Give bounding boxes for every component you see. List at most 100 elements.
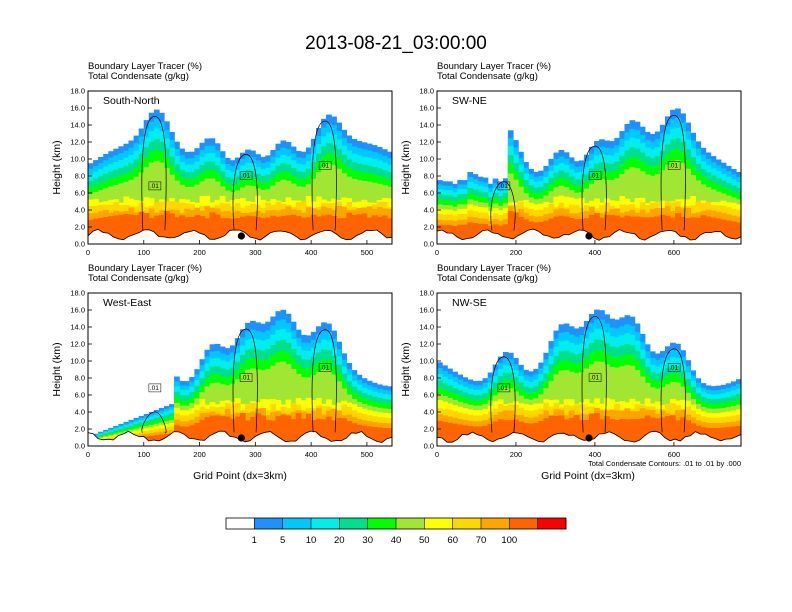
y-tick-label: 16.0 (419, 104, 434, 113)
field-cell (589, 214, 595, 244)
field-cell (224, 416, 231, 446)
location-marker (585, 232, 593, 240)
y-tick-label: 8.0 (424, 172, 434, 181)
colorbar-swatch (282, 518, 312, 529)
field-cell (229, 418, 236, 446)
contour-label-text: .01 (150, 385, 159, 392)
field-cell (265, 217, 271, 244)
field-cell (250, 216, 256, 244)
x-tick-label: 600 (668, 450, 681, 459)
y-axis-label: Height (km) (400, 140, 412, 194)
field-cell (133, 215, 140, 244)
field-cell (184, 217, 190, 244)
field-cell (523, 423, 529, 446)
condensate-contour (311, 120, 337, 231)
y-tick-label: 12.0 (70, 138, 85, 147)
field-label: Boundary Layer Tracer (%) (88, 61, 202, 72)
field-cell (280, 414, 287, 446)
x-tick-label: 500 (361, 450, 374, 459)
field-cell (224, 218, 231, 244)
field-cell (583, 420, 590, 446)
x-tick-label: 0 (86, 450, 90, 459)
plot-frame (87, 292, 393, 447)
field-cell (457, 424, 463, 446)
field-cell (538, 421, 544, 446)
field-cell (528, 423, 534, 446)
y-tick-label: 0.0 (75, 442, 85, 451)
panel-name: NW-SE (452, 297, 487, 309)
field-cell (138, 211, 145, 244)
field-cell (240, 412, 246, 446)
contour-label-text: .01 (241, 173, 250, 180)
contour-label-box (239, 171, 253, 180)
field-cell (341, 418, 347, 446)
colorbar-swatch (424, 518, 453, 529)
field-cell (255, 217, 261, 244)
plot-area: .01 .01 .01 (88, 309, 392, 446)
colorbar-swatch (226, 518, 255, 529)
field-cell (720, 219, 727, 244)
field-cell (589, 413, 595, 446)
field-cell (604, 416, 610, 446)
y-tick-label: 16.0 (419, 306, 434, 315)
field-cell (558, 415, 565, 446)
field-cell (725, 220, 732, 244)
contour-label-box (148, 181, 162, 191)
field-cell (690, 217, 696, 244)
field-cell (204, 218, 211, 244)
contour-label-text: .01 (590, 375, 599, 382)
field-cell (654, 216, 661, 244)
field-cell (285, 215, 292, 244)
condensate-contour (232, 154, 258, 231)
field-cell (700, 215, 707, 244)
y-tick-label: 8.0 (424, 374, 434, 383)
panel-nw-se: Boundary Layer Tracer (%)Total Condensat… (400, 263, 742, 482)
colorbar-label: 100 (501, 535, 517, 546)
y-tick-label: 12.0 (419, 138, 434, 147)
field-cell (629, 419, 636, 446)
plot-frame (87, 90, 393, 245)
colorbar-label: 30 (362, 535, 373, 546)
y-tick-label: 10.0 (419, 155, 434, 164)
field-cell (169, 213, 175, 244)
x-tick-label: 0 (435, 450, 439, 459)
y-tick-label: 4.0 (75, 206, 85, 215)
y-tick-label: 0.0 (424, 442, 434, 451)
field-cell (659, 214, 666, 244)
contour-label-text: .01 (669, 163, 678, 170)
colorbar-swatch (254, 518, 283, 529)
field-cell (386, 428, 392, 446)
y-tick-label: 2.0 (75, 425, 85, 434)
field-cell (280, 361, 287, 446)
field-label: Boundary Layer Tracer (%) (88, 263, 202, 274)
field-cell (316, 418, 322, 446)
field-cell (381, 427, 388, 446)
field-cell (518, 216, 524, 244)
colorbar-label: 40 (391, 535, 402, 546)
field-cell (497, 225, 504, 244)
y-tick-label: 18.0 (70, 289, 85, 298)
contour-label: Total Condensate (g/kg) (437, 273, 538, 284)
field-cell (295, 216, 302, 244)
plot-frame (436, 292, 742, 447)
field-cell (199, 419, 206, 446)
field-cell (665, 215, 671, 244)
field-cell (123, 213, 130, 244)
field-cell (695, 217, 702, 244)
x-tick-label: 400 (589, 248, 602, 257)
field-cell (326, 416, 332, 446)
plot-area: .01 .01 .01 (437, 108, 741, 244)
x-tick-label: 500 (361, 248, 374, 257)
x-tick-label: 300 (249, 450, 262, 459)
condensate-contour (660, 114, 686, 231)
colorbar-label: 20 (334, 535, 345, 546)
x-tick-label: 100 (138, 450, 151, 459)
field-cell (497, 419, 504, 446)
field-cell (331, 420, 337, 446)
location-marker (237, 434, 245, 442)
y-tick-label: 6.0 (75, 391, 85, 400)
contour-label-text: .01 (320, 365, 329, 372)
field-cell (614, 420, 620, 446)
field-cell (366, 426, 373, 446)
